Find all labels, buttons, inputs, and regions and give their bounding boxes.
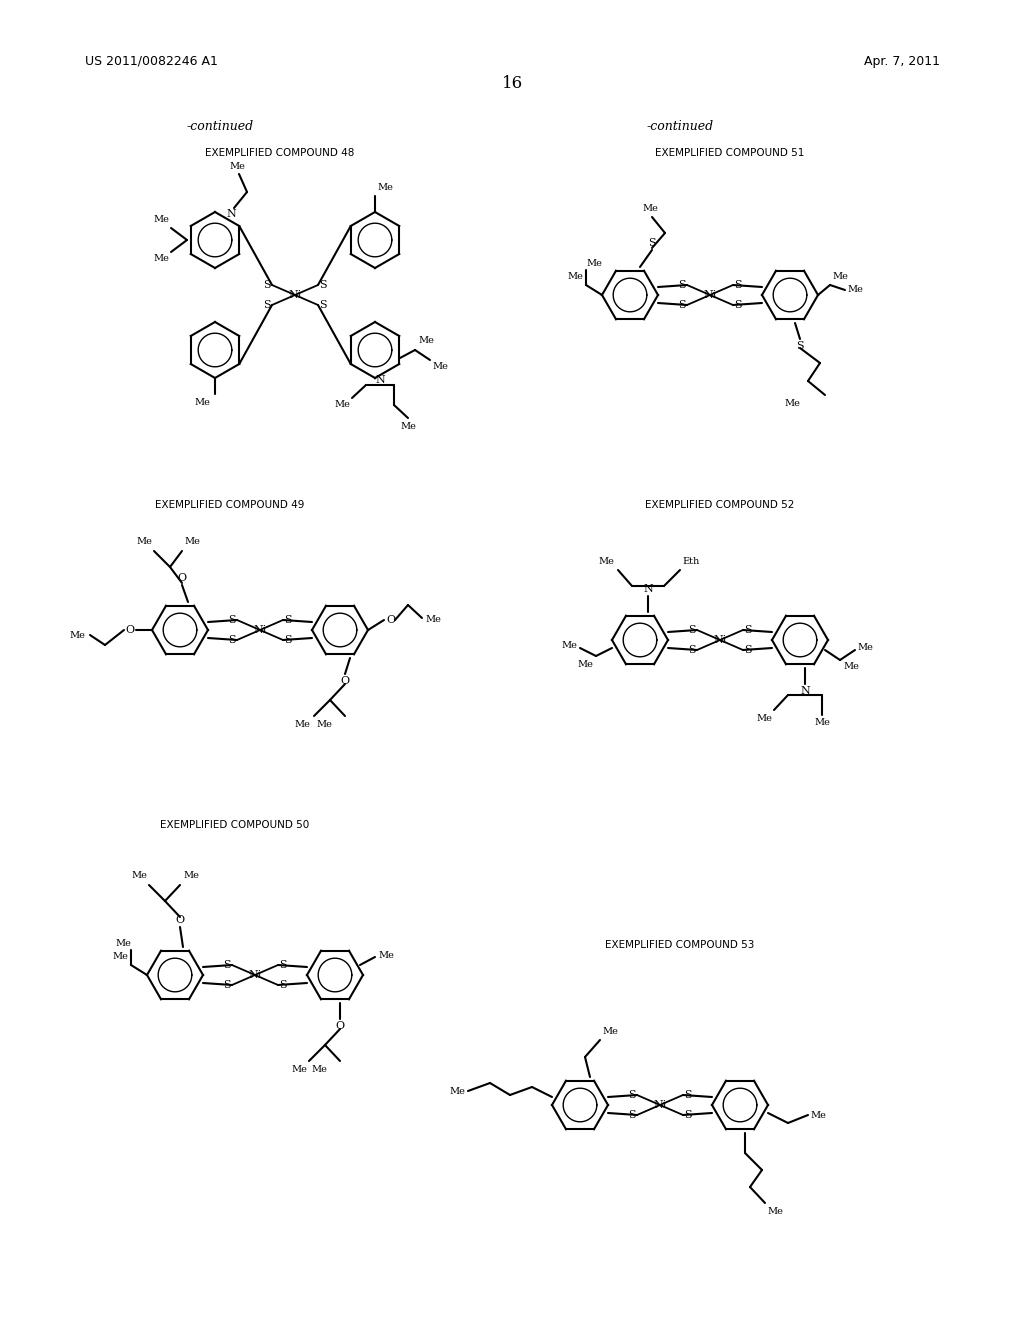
Text: S: S: [744, 645, 752, 655]
Text: Me: Me: [450, 1086, 465, 1096]
Text: Me: Me: [377, 183, 393, 191]
Text: S: S: [684, 1090, 691, 1100]
Text: S: S: [648, 238, 655, 248]
Text: S: S: [629, 1090, 636, 1100]
Text: Me: Me: [432, 362, 447, 371]
Text: S: S: [228, 615, 236, 624]
Text: S: S: [223, 960, 231, 970]
Text: EXEMPLIFIED COMPOUND 51: EXEMPLIFIED COMPOUND 51: [655, 148, 805, 158]
Text: Me: Me: [154, 215, 169, 224]
Text: S: S: [678, 280, 686, 290]
Text: Me: Me: [334, 400, 350, 409]
Text: Me: Me: [843, 663, 859, 671]
Text: O: O: [340, 676, 349, 686]
Text: Me: Me: [70, 631, 85, 639]
Text: S: S: [228, 635, 236, 645]
Text: Me: Me: [425, 615, 441, 624]
Text: S: S: [223, 979, 231, 990]
Text: Me: Me: [784, 399, 800, 408]
Text: N: N: [375, 375, 385, 385]
Text: Me: Me: [195, 399, 210, 407]
Text: Ni: Ni: [714, 635, 727, 645]
Text: O: O: [336, 1020, 344, 1031]
Text: Me: Me: [767, 1206, 783, 1216]
Text: O: O: [175, 915, 184, 925]
Text: US 2011/0082246 A1: US 2011/0082246 A1: [85, 55, 218, 69]
Text: Me: Me: [586, 259, 602, 268]
Text: S: S: [284, 635, 292, 645]
Text: EXEMPLIFIED COMPOUND 53: EXEMPLIFIED COMPOUND 53: [605, 940, 755, 950]
Text: S: S: [263, 280, 271, 290]
Text: S: S: [684, 1110, 691, 1119]
Text: Me: Me: [229, 162, 245, 172]
Text: -continued: -continued: [186, 120, 254, 133]
Text: O: O: [125, 624, 134, 635]
Text: N: N: [643, 583, 653, 594]
Text: Me: Me: [316, 719, 332, 729]
Text: O: O: [386, 615, 395, 624]
Text: S: S: [797, 341, 804, 351]
Text: Me: Me: [567, 272, 583, 281]
Text: Me: Me: [291, 1065, 307, 1074]
Text: Me: Me: [847, 285, 863, 294]
Text: Me: Me: [831, 272, 848, 281]
Text: Me: Me: [642, 205, 658, 213]
Text: Me: Me: [311, 1065, 327, 1074]
Text: S: S: [279, 960, 287, 970]
Text: O: O: [177, 573, 186, 583]
Text: Me: Me: [756, 714, 772, 723]
Text: EXEMPLIFIED COMPOUND 49: EXEMPLIFIED COMPOUND 49: [156, 500, 305, 510]
Text: Me: Me: [136, 537, 152, 546]
Text: Ni: Ni: [653, 1100, 667, 1110]
Text: Me: Me: [602, 1027, 617, 1036]
Text: Me: Me: [578, 660, 593, 669]
Text: S: S: [319, 300, 327, 310]
Text: S: S: [629, 1110, 636, 1119]
Text: -continued: -continued: [646, 120, 714, 133]
Text: Me: Me: [810, 1110, 826, 1119]
Text: Me: Me: [131, 871, 147, 880]
Text: S: S: [678, 300, 686, 310]
Text: S: S: [734, 300, 741, 310]
Text: Me: Me: [115, 939, 131, 948]
Text: Me: Me: [598, 557, 614, 566]
Text: EXEMPLIFIED COMPOUND 48: EXEMPLIFIED COMPOUND 48: [206, 148, 354, 158]
Text: Eth: Eth: [682, 557, 699, 566]
Text: S: S: [734, 280, 741, 290]
Text: 16: 16: [502, 75, 522, 92]
Text: Me: Me: [418, 337, 434, 345]
Text: Apr. 7, 2011: Apr. 7, 2011: [864, 55, 940, 69]
Text: S: S: [688, 645, 696, 655]
Text: S: S: [279, 979, 287, 990]
Text: Me: Me: [857, 644, 872, 652]
Text: Ni: Ni: [253, 624, 266, 635]
Text: S: S: [688, 624, 696, 635]
Text: Me: Me: [183, 871, 199, 880]
Text: Me: Me: [400, 422, 416, 432]
Text: Me: Me: [184, 537, 200, 546]
Text: S: S: [284, 615, 292, 624]
Text: S: S: [744, 624, 752, 635]
Text: N: N: [226, 209, 236, 219]
Text: Ni: Ni: [289, 290, 302, 300]
Text: Me: Me: [112, 952, 128, 961]
Text: S: S: [263, 300, 271, 310]
Text: EXEMPLIFIED COMPOUND 52: EXEMPLIFIED COMPOUND 52: [645, 500, 795, 510]
Text: N: N: [800, 686, 810, 696]
Text: Me: Me: [561, 642, 577, 651]
Text: EXEMPLIFIED COMPOUND 50: EXEMPLIFIED COMPOUND 50: [161, 820, 309, 830]
Text: Me: Me: [154, 253, 169, 263]
Text: Me: Me: [378, 950, 394, 960]
Text: Ni: Ni: [248, 970, 262, 979]
Text: Me: Me: [814, 718, 829, 727]
Text: Ni: Ni: [703, 290, 717, 300]
Text: Me: Me: [294, 719, 310, 729]
Text: S: S: [319, 280, 327, 290]
